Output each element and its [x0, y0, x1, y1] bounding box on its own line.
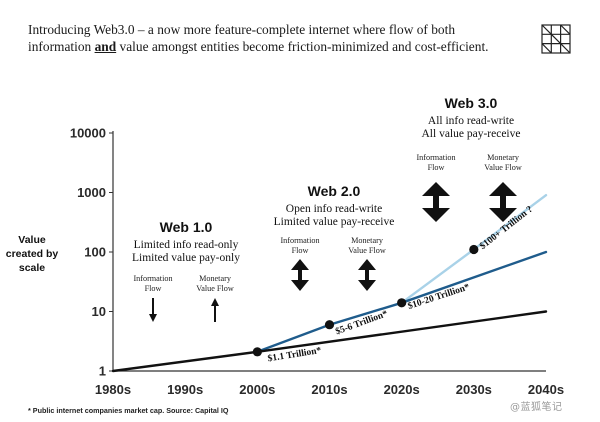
x-tick-label: 1990s: [167, 382, 203, 397]
series-line-web2: [256, 250, 548, 353]
info-flow-label: Information: [133, 274, 172, 283]
y-axis-label: scale: [19, 262, 45, 274]
info-flow-arrow-down-icon: [149, 314, 157, 322]
info-flow-double-arrow-icon: [422, 182, 450, 222]
y-tick-label: 1: [99, 364, 106, 379]
value-flow-double-arrow-icon: [358, 259, 376, 291]
info-flow-label: Information: [416, 153, 455, 162]
y-tick-label: 10000: [70, 126, 106, 141]
data-point-marker: [252, 347, 262, 357]
value-flow-double-arrow-icon: [489, 182, 517, 222]
era-description: All info read-write: [428, 115, 514, 127]
data-point-marker: [469, 244, 479, 255]
x-tick-label: 2020s: [384, 382, 420, 397]
value-flow-label: Value Flow: [348, 246, 386, 255]
value-flow-label: Monetary: [199, 274, 232, 283]
x-tick-label: 2040s: [528, 382, 564, 397]
era-description: Limited value pay-receive: [274, 216, 395, 228]
x-tick-label: 2000s: [239, 382, 275, 397]
era-title: Web 2.0: [308, 183, 361, 199]
era-title: Web 3.0: [445, 95, 498, 111]
era-description: All value pay-receive: [422, 128, 521, 140]
data-point-marker: [324, 320, 335, 330]
value-annotation: $5-6 Trillion*: [334, 308, 389, 337]
intro-text: Introducing Web3.0 – a now more feature-…: [28, 21, 498, 55]
era-description: Limited info read-only: [134, 239, 239, 251]
data-point-marker: [397, 298, 407, 308]
value-flow-arrow-up-icon: [211, 298, 219, 306]
footnote: * Public internet companies market cap. …: [28, 406, 229, 415]
intro-emphasis: and: [94, 39, 117, 54]
y-tick-label: 100: [84, 245, 106, 260]
value-annotation: $1.1 Trillion*: [267, 345, 322, 364]
x-tick-label: 2030s: [456, 382, 492, 397]
y-tick-label: 10: [92, 304, 106, 319]
info-flow-double-arrow-icon: [291, 259, 309, 291]
y-tick-label: 1000: [77, 185, 106, 200]
info-flow-label: Information: [280, 236, 319, 245]
value-flow-label: Monetary: [351, 236, 384, 245]
value-flow-label: Value Flow: [484, 163, 522, 172]
value-flow-label: Value Flow: [196, 284, 234, 293]
era-description: Limited value pay-only: [132, 252, 240, 264]
x-tick-label: 1980s: [95, 382, 131, 397]
era-title: Web 1.0: [160, 219, 213, 235]
intro-part-1: Introducing Web3.0 – a now more feature-…: [28, 22, 456, 54]
watermark: @蓝狐笔记: [510, 402, 563, 413]
info-flow-label: Flow: [145, 284, 162, 293]
era-description: Open info read-write: [286, 203, 382, 215]
intro-part-2: value amongst entities become friction-m…: [116, 39, 489, 54]
info-flow-label: Flow: [292, 246, 309, 255]
y-axis-label: Value: [18, 234, 46, 246]
info-flow-label: Flow: [428, 163, 445, 172]
value-flow-label: Monetary: [487, 153, 520, 162]
y-axis-label: created by: [6, 248, 59, 260]
grid-logo-icon: [541, 24, 571, 54]
x-tick-label: 2010s: [311, 382, 347, 397]
